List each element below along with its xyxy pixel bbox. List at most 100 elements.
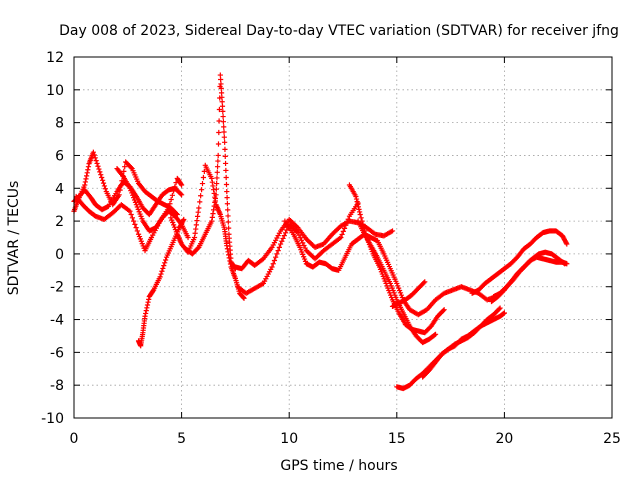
y-tick-label: 2 xyxy=(55,214,64,230)
data-point xyxy=(221,129,227,135)
data-point xyxy=(139,216,145,222)
data-point xyxy=(224,188,230,195)
data-point xyxy=(501,310,507,316)
data-point xyxy=(299,249,305,255)
data-point xyxy=(210,207,217,213)
data-point xyxy=(157,274,163,280)
data-point xyxy=(397,290,404,296)
data-point xyxy=(271,257,278,264)
data-point xyxy=(102,186,108,192)
data-point xyxy=(225,213,231,219)
data-point xyxy=(173,229,179,235)
data-point xyxy=(357,211,363,218)
data-point xyxy=(209,218,215,224)
series-track-m xyxy=(389,279,428,310)
data-point xyxy=(128,165,134,171)
data-point xyxy=(145,299,151,305)
data-point xyxy=(219,103,226,109)
data-point xyxy=(218,81,224,87)
data-point xyxy=(497,305,503,311)
data-point xyxy=(221,134,227,140)
data-point xyxy=(215,158,221,164)
data-point xyxy=(222,146,228,152)
data-point xyxy=(218,90,225,96)
data-point xyxy=(136,209,142,215)
data-point xyxy=(209,214,215,220)
data-point xyxy=(222,160,229,167)
data-point xyxy=(496,306,502,312)
data-point xyxy=(82,182,88,188)
data-points-layer xyxy=(71,72,570,392)
data-point xyxy=(223,181,230,188)
data-point xyxy=(199,180,206,187)
data-point xyxy=(99,174,105,181)
data-point xyxy=(197,199,203,205)
data-point xyxy=(138,213,144,220)
data-point xyxy=(92,155,98,161)
data-point xyxy=(216,129,222,136)
data-point xyxy=(140,243,146,249)
data-point xyxy=(219,94,225,100)
data-point xyxy=(193,226,199,232)
data-point xyxy=(221,124,227,130)
data-point xyxy=(130,192,136,198)
data-point xyxy=(122,164,128,170)
data-point xyxy=(168,196,174,203)
data-point xyxy=(432,332,438,338)
data-point xyxy=(343,222,349,228)
data-point xyxy=(134,204,140,210)
data-point xyxy=(85,167,91,173)
data-point xyxy=(162,260,168,266)
data-point xyxy=(195,209,201,215)
data-point xyxy=(270,261,276,267)
data-point xyxy=(169,217,175,223)
data-point xyxy=(99,177,106,183)
data-point xyxy=(91,152,97,158)
data-point xyxy=(282,230,289,236)
data-point xyxy=(119,178,125,184)
data-point xyxy=(150,288,156,294)
data-point xyxy=(297,244,303,250)
data-point xyxy=(224,246,231,252)
data-point xyxy=(98,172,104,178)
plot-frame xyxy=(73,56,613,419)
x-axis-title: GPS time / hours xyxy=(280,458,397,474)
data-point xyxy=(275,248,281,254)
data-point xyxy=(224,195,230,201)
grid-layer xyxy=(74,57,612,418)
data-point xyxy=(159,268,165,274)
data-point xyxy=(128,188,134,194)
data-point xyxy=(143,308,149,314)
chart-title: Day 008 of 2023, Sidereal Day-to-day VTE… xyxy=(59,23,619,39)
data-point xyxy=(179,182,185,188)
data-point xyxy=(191,234,198,241)
y-tick-label: 10 xyxy=(46,83,64,99)
y-tick-label: -10 xyxy=(41,411,64,427)
data-point xyxy=(90,149,96,155)
data-point xyxy=(136,233,143,240)
data-point xyxy=(212,195,219,202)
data-point xyxy=(395,283,401,289)
data-point xyxy=(172,226,179,233)
data-point xyxy=(353,196,360,202)
data-point xyxy=(226,225,232,231)
data-point xyxy=(137,236,144,242)
data-point xyxy=(388,283,394,289)
y-tick-label: -8 xyxy=(50,378,64,394)
data-point xyxy=(276,244,282,250)
data-point xyxy=(390,287,396,294)
data-point xyxy=(301,256,308,262)
data-point xyxy=(223,174,229,181)
data-point xyxy=(168,215,174,221)
data-point xyxy=(222,139,228,145)
data-point xyxy=(354,199,360,205)
data-point xyxy=(210,183,216,189)
data-point xyxy=(129,215,136,221)
data-point xyxy=(398,292,405,298)
data-point xyxy=(96,166,102,172)
data-point xyxy=(133,225,139,231)
data-point xyxy=(210,210,216,217)
data-point xyxy=(389,228,396,234)
data-point xyxy=(421,280,427,286)
